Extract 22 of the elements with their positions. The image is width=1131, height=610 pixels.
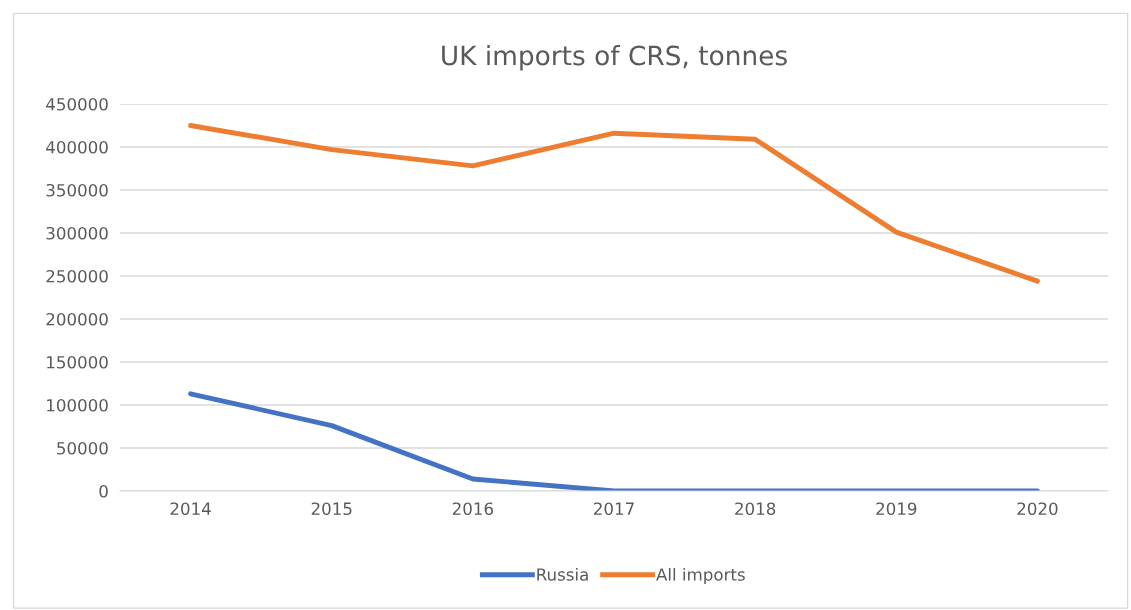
x-tick-label: 2015 (311, 502, 352, 516)
x-tick-label: 2019 (876, 502, 917, 516)
legend-label: All imports (656, 567, 745, 585)
chart-title: UK imports of CRS, tonnes (442, 45, 787, 71)
line-series (188, 123, 1040, 284)
y-tick-label: 450000 (46, 97, 108, 111)
x-tick-label: 2017 (594, 502, 634, 516)
x-tick-label: 2018 (735, 502, 776, 516)
x-tick-label: 2016 (452, 502, 494, 516)
y-tick-label: 400000 (46, 140, 108, 154)
line-series (188, 391, 1040, 491)
legend-label: Russia (537, 567, 588, 581)
y-tick-label: 50000 (57, 441, 108, 455)
y-tick-label: 250000 (46, 269, 108, 283)
y-tick-label: 150000 (47, 355, 108, 369)
x-tick-label: 2020 (1017, 502, 1058, 516)
y-tick-label: 350000 (46, 183, 108, 197)
y-tick-label: 300000 (46, 226, 108, 240)
y-tick-label: 0 (99, 484, 108, 498)
y-tick-label: 100000 (47, 398, 108, 412)
y-tick-label: 200000 (46, 312, 108, 326)
x-tick-label: 2014 (170, 502, 211, 516)
